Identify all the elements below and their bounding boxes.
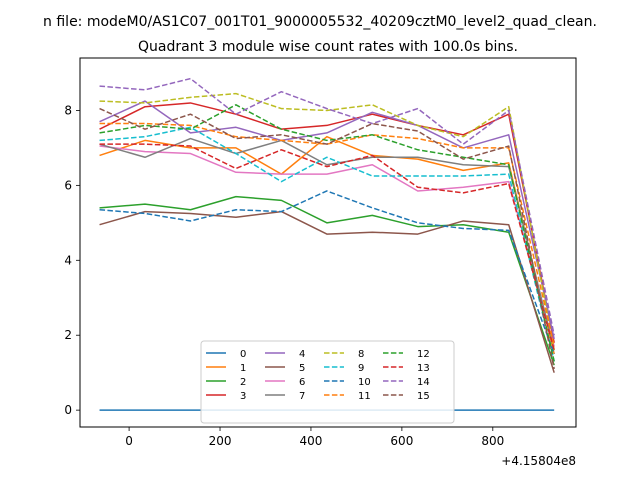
y-axis: 0 2 4 6 8 [64, 103, 80, 417]
legend-label-13: 13 [417, 363, 430, 374]
legend-label-7: 7 [299, 391, 305, 402]
series-line-14 [99, 77, 555, 336]
y-tick-label: 6 [64, 178, 72, 192]
y-tick-label: 8 [64, 103, 72, 117]
series-line-13 [99, 143, 555, 351]
legend-label-8: 8 [358, 349, 364, 360]
series-line-12 [99, 104, 555, 362]
chart-suptitle: n file: modeM0/AS1C07_001T01_9000005532_… [43, 14, 597, 30]
x-tick-label: 800 [481, 434, 504, 448]
series-line-8 [99, 92, 555, 351]
x-tick-label: 400 [299, 434, 322, 448]
legend-label-5: 5 [299, 363, 305, 374]
x-offset-label: +4.15804e8 [501, 454, 576, 468]
series-line-2 [99, 195, 555, 366]
series-line-5 [99, 210, 555, 373]
legend-label-2: 2 [240, 377, 246, 388]
series-line-4 [99, 100, 555, 340]
y-tick-label: 0 [64, 403, 72, 417]
legend-label-1: 1 [240, 363, 246, 374]
y-tick-label: 2 [64, 328, 72, 342]
legend-label-12: 12 [417, 349, 430, 360]
series-line-9 [99, 126, 555, 362]
series-line-3 [99, 102, 555, 343]
legend-label-10: 10 [358, 377, 371, 388]
legend-label-15: 15 [417, 391, 430, 402]
series-line-15 [99, 107, 555, 370]
series-line-10 [99, 190, 555, 355]
y-tick-label: 4 [64, 253, 72, 267]
legend-label-14: 14 [417, 377, 430, 388]
chart-title: Quadrant 3 module wise count rates with … [138, 39, 518, 55]
legend-label-6: 6 [299, 377, 305, 388]
x-tick-label: 600 [390, 434, 413, 448]
series-layer [99, 77, 555, 411]
legend-label-0: 0 [240, 349, 246, 360]
series-line-11 [99, 122, 555, 347]
x-axis: 0 200 400 600 800 [125, 427, 504, 448]
legend-frame [200, 340, 455, 424]
x-tick-label: 0 [125, 434, 133, 448]
legend-label-3: 3 [240, 391, 246, 402]
legend-label-9: 9 [358, 363, 364, 374]
x-tick-label: 200 [209, 434, 232, 448]
legend-label-11: 11 [358, 391, 371, 402]
plot-frame [79, 57, 577, 428]
series-line-6 [99, 145, 555, 347]
legend-label-4: 4 [299, 349, 305, 360]
